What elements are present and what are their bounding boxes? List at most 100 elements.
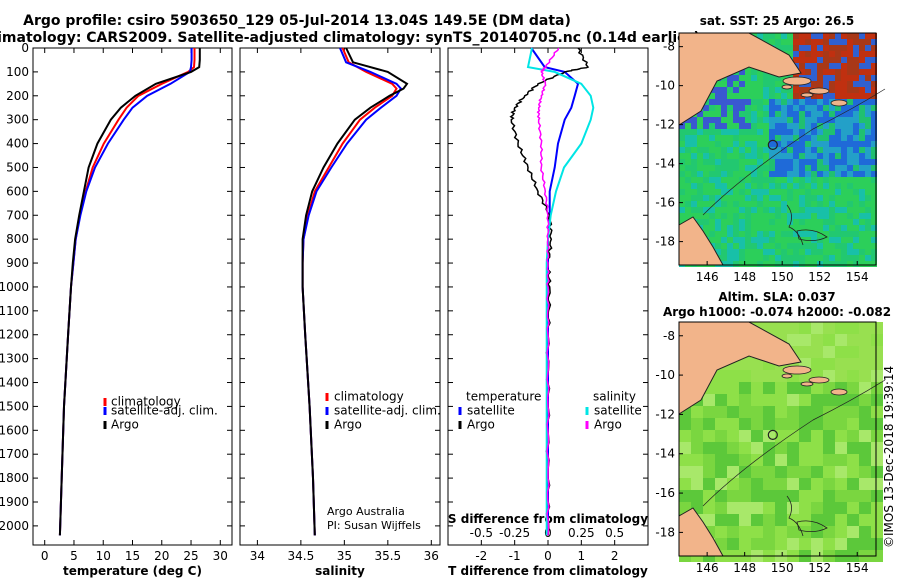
sst-map-cell — [787, 165, 793, 171]
sst-map-cell — [841, 135, 847, 141]
sst-map-cell — [757, 141, 763, 147]
sst-map-cell — [697, 189, 703, 195]
sst-map-cell — [847, 165, 853, 171]
sst-map-cell — [709, 219, 715, 225]
sst-map-cell — [835, 135, 841, 141]
sst-map-cell — [829, 117, 835, 123]
sst-map-cell — [793, 123, 799, 129]
sst-map-cell — [727, 243, 733, 249]
sla-map-cell — [859, 478, 871, 490]
diff-s-satellite — [526, 47, 595, 536]
sst-map-cell — [745, 171, 751, 177]
sst-map-cell — [853, 129, 859, 135]
sst-map-cell — [859, 51, 865, 57]
y-tick-label: 500 — [6, 160, 29, 174]
sst-map-cell — [817, 189, 823, 195]
sst-map-cell — [853, 135, 859, 141]
sla-map-cell — [799, 334, 811, 346]
sst-map-cell — [823, 81, 829, 87]
x-tick-label: 36 — [424, 549, 439, 563]
sla-map-title-2: Argo h1000: -0.074 h2000: -0.082 — [663, 305, 891, 319]
sst-map-cell — [775, 135, 781, 141]
sst-map-cell — [835, 75, 841, 81]
sst-map-cell — [697, 165, 703, 171]
sla-map-cell — [823, 334, 835, 346]
sla-map-cell — [751, 382, 763, 394]
sst-map-cell — [829, 105, 835, 111]
sst-map-cell — [871, 171, 877, 177]
sla-map-cell — [727, 466, 739, 478]
sla-map-cell — [787, 382, 799, 394]
sst-map-cell — [799, 87, 805, 93]
sst-map-cell — [865, 141, 871, 147]
sst-map-cell — [871, 261, 877, 267]
sst-map-cell — [847, 99, 853, 105]
sst-map-cell — [835, 141, 841, 147]
sst-map-cell — [709, 105, 715, 111]
sst-map-cell — [745, 177, 751, 183]
sst-map-cell — [691, 183, 697, 189]
sst-map-cell — [853, 33, 859, 39]
sst-map-cell — [709, 93, 715, 99]
sst-map-cell — [787, 135, 793, 141]
sla-map-cell — [775, 490, 787, 502]
sst-map-cell — [793, 93, 799, 99]
sst-map-cell — [709, 141, 715, 147]
sla-map-cell — [715, 514, 727, 526]
sst-map-cell — [853, 87, 859, 93]
sst-map-cell — [739, 69, 745, 75]
sst-map-cell — [871, 39, 877, 45]
sst-map-cell — [799, 135, 805, 141]
sst-map-cell — [757, 117, 763, 123]
sla-map-cell — [799, 490, 811, 502]
sst-map-cell — [859, 105, 865, 111]
sst-map-cell — [769, 243, 775, 249]
sst-map-cell — [727, 237, 733, 243]
sst-map-cell — [805, 213, 811, 219]
y-tick-label: 1700 — [0, 447, 29, 461]
sst-map-cell — [829, 243, 835, 249]
sla-map-cell — [799, 454, 811, 466]
sst-map-cell — [841, 81, 847, 87]
sst-map-cell — [715, 105, 721, 111]
sst-map-cell — [691, 213, 697, 219]
sla-map-cell — [739, 538, 751, 550]
sla-map-cell — [787, 322, 799, 334]
sst-map-cell — [775, 255, 781, 261]
sla-map-cell — [859, 430, 871, 442]
sst-map-cell — [727, 141, 733, 147]
sst-map-cell — [847, 177, 853, 183]
sla-map-cell — [859, 502, 871, 514]
sst-map-cell — [865, 195, 871, 201]
sla-map-cell — [847, 490, 859, 502]
sst-map-cell — [793, 165, 799, 171]
sst-map-cell — [715, 243, 721, 249]
sst-map-cell — [829, 93, 835, 99]
sst-map-cell — [775, 261, 781, 267]
sla-map-cell — [859, 442, 871, 454]
sla-map-cell — [727, 430, 739, 442]
sst-map-cell — [823, 33, 829, 39]
sst-map-cell — [709, 159, 715, 165]
sst-map-cell — [787, 147, 793, 153]
sst-map-cell — [871, 33, 877, 39]
sst-map-cell — [685, 135, 691, 141]
sst-map-cell — [727, 99, 733, 105]
sst-map-cell — [715, 165, 721, 171]
lat-tick-label: -10 — [655, 79, 675, 93]
sst-map-cell — [739, 213, 745, 219]
sla-map-cell — [763, 466, 775, 478]
sst-map-cell — [817, 153, 823, 159]
sla-map-cell — [847, 358, 859, 370]
lat-tick-label: -12 — [655, 118, 675, 132]
sst-map-island — [830, 99, 848, 107]
sst-map-cell — [823, 231, 829, 237]
sst-map-cell — [787, 111, 793, 117]
sla-map-cell — [847, 322, 859, 334]
sst-map-cell — [835, 147, 841, 153]
lon-tick-label: 148 — [733, 561, 756, 575]
sst-map-cell — [769, 93, 775, 99]
sst-map-cell — [817, 75, 823, 81]
sla-map-cell — [703, 454, 715, 466]
